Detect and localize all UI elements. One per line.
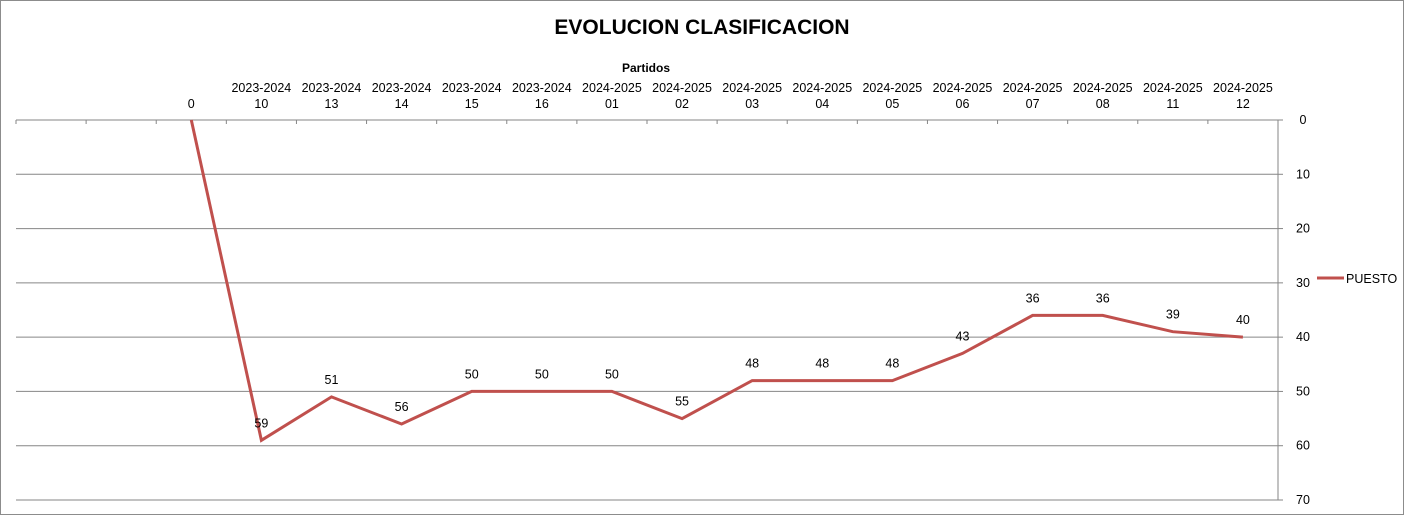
data-label: 59 xyxy=(254,416,268,430)
y-tick-label: 60 xyxy=(1296,439,1310,453)
data-label: 36 xyxy=(1026,291,1040,305)
x-tick-label-season: 2024-2025 xyxy=(792,81,852,95)
chart-title: EVOLUCION CLASIFICACION xyxy=(554,16,849,39)
x-tick-label-season: 2023-2024 xyxy=(512,81,572,95)
x-tick-label-match: 02 xyxy=(675,97,689,111)
x-tick-label-match: 14 xyxy=(395,97,409,111)
x-tick-label-season: 2024-2025 xyxy=(933,81,993,95)
y-tick-label: 70 xyxy=(1296,493,1310,507)
y-tick-label: 0 xyxy=(1300,113,1307,127)
x-tick-label-match: 12 xyxy=(1236,97,1250,111)
x-tick-label-match: 15 xyxy=(465,97,479,111)
x-tick-label-season: 2023-2024 xyxy=(442,81,502,95)
x-tick-label-season: 2024-2025 xyxy=(1143,81,1203,95)
x-tick-label-match: 07 xyxy=(1026,97,1040,111)
x-tick-label-match: 16 xyxy=(535,97,549,111)
y-tick-label: 10 xyxy=(1296,167,1310,181)
x-tick-label-match: 08 xyxy=(1096,97,1110,111)
y-tick-label: 50 xyxy=(1296,384,1310,398)
x-tick-label-season: 2024-2025 xyxy=(1213,81,1273,95)
x-tick-label-season: 2024-2025 xyxy=(1073,81,1133,95)
data-label: 50 xyxy=(605,367,619,381)
y-tick-label: 40 xyxy=(1296,330,1310,344)
x-tick-label-season: 2024-2025 xyxy=(652,81,712,95)
legend: PUESTO xyxy=(1317,272,1397,286)
x-tick-label-match: 0 xyxy=(188,97,195,111)
data-label: 43 xyxy=(956,329,970,343)
x-tick-label-match: 03 xyxy=(745,97,759,111)
gridlines xyxy=(16,173,1278,501)
legend-label: PUESTO xyxy=(1346,272,1397,286)
x-tick-label-season: 2023-2024 xyxy=(372,81,432,95)
y-tick-labels: 0 10 20 30 40 50 60 70 xyxy=(1296,113,1310,507)
y-tick-label: 20 xyxy=(1296,222,1310,236)
data-label: 50 xyxy=(535,367,549,381)
axes xyxy=(15,119,1283,501)
x-tick-label-season: 2023-2024 xyxy=(302,81,362,95)
series-line-puesto xyxy=(189,119,1244,443)
x-tick-label-season: 2024-2025 xyxy=(1003,81,1063,95)
x-tick-label-season: 2023-2024 xyxy=(231,81,291,95)
x-tick-label-season: 2024-2025 xyxy=(862,81,922,95)
data-label: 56 xyxy=(395,400,409,414)
data-label: 48 xyxy=(745,357,759,371)
x-tick-labels: 0 2023-2024 10 2023-2024 13 2023-2024 14 2023-2… xyxy=(188,81,1273,111)
x-tick-label-match: 04 xyxy=(815,97,829,111)
data-labels: 59 51 56 50 50 50 55 48 48 48 43 36 36 39 40 xyxy=(254,291,1250,430)
data-label: 51 xyxy=(325,373,339,387)
y-tick-label: 30 xyxy=(1296,276,1310,290)
data-label: 39 xyxy=(1166,308,1180,322)
data-label: 40 xyxy=(1236,313,1250,327)
data-label: 36 xyxy=(1096,291,1110,305)
data-label: 48 xyxy=(885,357,899,371)
x-axis-title: Partidos xyxy=(622,61,670,75)
x-tick-label-match: 05 xyxy=(885,97,899,111)
x-tick-label-season: 2024-2025 xyxy=(722,81,782,95)
x-tick-label-season: 2024-2025 xyxy=(582,81,642,95)
x-tick-label-match: 11 xyxy=(1166,97,1179,111)
x-tick-label-match: 01 xyxy=(605,97,619,111)
data-label: 55 xyxy=(675,395,689,409)
x-tick-label-match: 10 xyxy=(254,97,268,111)
x-tick-label-match: 13 xyxy=(325,97,339,111)
x-tick-label-match: 06 xyxy=(956,97,970,111)
data-label: 48 xyxy=(815,357,829,371)
data-label: 50 xyxy=(465,367,479,381)
series-puesto xyxy=(189,119,1244,443)
